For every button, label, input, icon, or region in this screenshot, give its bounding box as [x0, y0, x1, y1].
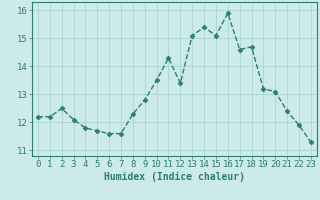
X-axis label: Humidex (Indice chaleur): Humidex (Indice chaleur): [104, 172, 245, 182]
